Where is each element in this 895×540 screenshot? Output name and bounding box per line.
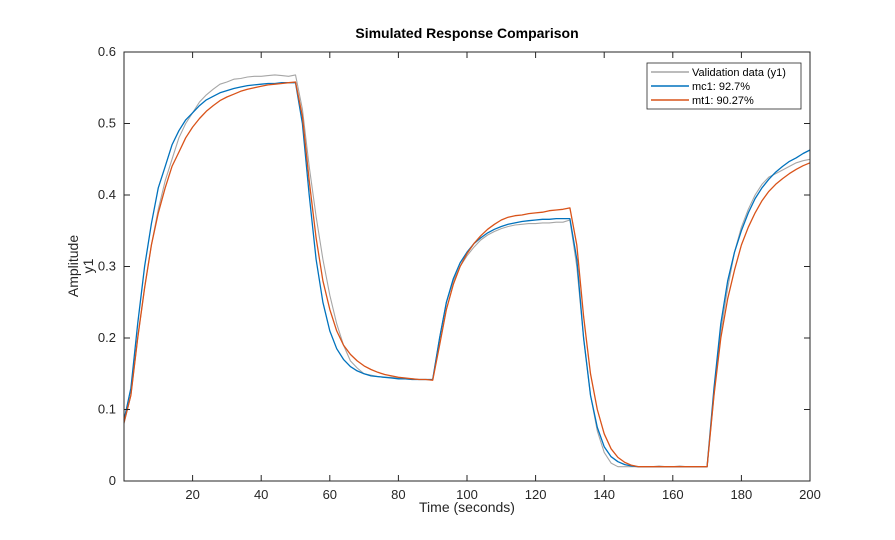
chart-title: Simulated Response Comparison xyxy=(355,25,578,41)
plot-area xyxy=(124,52,810,481)
x-tick-label: 80 xyxy=(391,487,405,502)
plot-box xyxy=(123,51,811,482)
y-tick-label: 0.5 xyxy=(98,116,116,131)
legend-label-mt1: mt1: 90.27% xyxy=(692,95,754,107)
x-tick-label: 200 xyxy=(799,487,821,502)
legend-label-mc1: mc1: 92.7% xyxy=(692,81,750,93)
legend: Validation data (y1) mc1: 92.7% mt1: 90.… xyxy=(646,62,802,110)
y-tick-label: 0.3 xyxy=(98,259,116,274)
y-tick-label: 0.1 xyxy=(98,402,116,417)
x-tick-label: 120 xyxy=(525,487,547,502)
x-tick-label: 40 xyxy=(254,487,268,502)
y-axis-label: Amplitude xyxy=(65,235,81,297)
y-tick-label: 0 xyxy=(109,473,116,488)
axis-layer: 20 40 60 80 100 120 140 160 180 200 0 0.1 0.2 0.3 0.4 0… xyxy=(98,44,821,502)
y-tick-label: 0.2 xyxy=(98,330,116,345)
y-tick-label: 0.6 xyxy=(98,44,116,59)
x-tick-label: 20 xyxy=(185,487,199,502)
x-tick-label: 60 xyxy=(323,487,337,502)
x-tick-label: 140 xyxy=(593,487,615,502)
series-layer xyxy=(123,74,811,468)
y-tick-label: 0.4 xyxy=(98,187,116,202)
x-tick-label: 180 xyxy=(731,487,753,502)
legend-label-validation: Validation data (y1) xyxy=(692,67,786,79)
x-tick-label: 100 xyxy=(456,487,478,502)
y-axis-sublabel: y1 xyxy=(80,258,96,273)
x-tick-label: 160 xyxy=(662,487,684,502)
x-axis-label: Time (seconds) xyxy=(419,499,515,515)
series-line-2 xyxy=(123,81,811,468)
